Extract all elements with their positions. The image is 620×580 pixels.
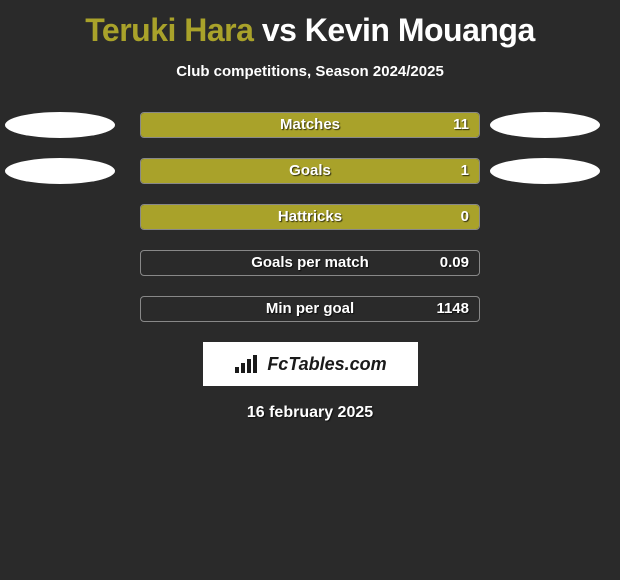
date-line: 16 february 2025 — [0, 404, 620, 422]
stat-value: 11 — [453, 116, 469, 133]
stat-bar: Goals1 — [140, 158, 480, 184]
stats-container: Matches11 Goals1 Hattricks0 Goals per match… — [0, 112, 620, 322]
stat-label: Goals per match — [141, 254, 479, 271]
stat-row: Min per goal1148 — [0, 296, 620, 322]
player-a-name: Teruki Hara — [85, 12, 253, 48]
stat-bar: Min per goal1148 — [140, 296, 480, 322]
stat-bar: Goals per match0.09 — [140, 250, 480, 276]
stat-value: 0 — [461, 208, 469, 225]
left-ellipse — [5, 112, 115, 138]
stat-value: 1148 — [436, 300, 469, 317]
stat-bar: Matches11 — [140, 112, 480, 138]
player-b-name: Kevin Mouanga — [305, 12, 535, 48]
subtitle: Club competitions, Season 2024/2025 — [0, 63, 620, 80]
right-ellipse — [490, 112, 600, 138]
stat-value: 1 — [461, 162, 469, 179]
stat-row: Hattricks0 — [0, 204, 620, 230]
stat-label: Min per goal — [141, 300, 479, 317]
stat-label: Hattricks — [141, 208, 479, 225]
stat-label: Matches — [141, 116, 479, 133]
stat-label: Goals — [141, 162, 479, 179]
comparison-title: Teruki Hara vs Kevin Mouanga — [0, 0, 620, 49]
stat-value: 0.09 — [440, 254, 469, 271]
vs-text: vs — [262, 12, 297, 48]
stat-bar: Hattricks0 — [140, 204, 480, 230]
chart-bars-icon — [233, 353, 261, 375]
logo-box[interactable]: FcTables.com — [203, 342, 418, 386]
right-ellipse — [490, 158, 600, 184]
stat-row: Matches11 — [0, 112, 620, 138]
stat-row: Goals1 — [0, 158, 620, 184]
left-ellipse — [5, 158, 115, 184]
logo-text: FcTables.com — [267, 354, 386, 375]
stat-row: Goals per match0.09 — [0, 250, 620, 276]
logo-inner: FcTables.com — [233, 353, 386, 375]
